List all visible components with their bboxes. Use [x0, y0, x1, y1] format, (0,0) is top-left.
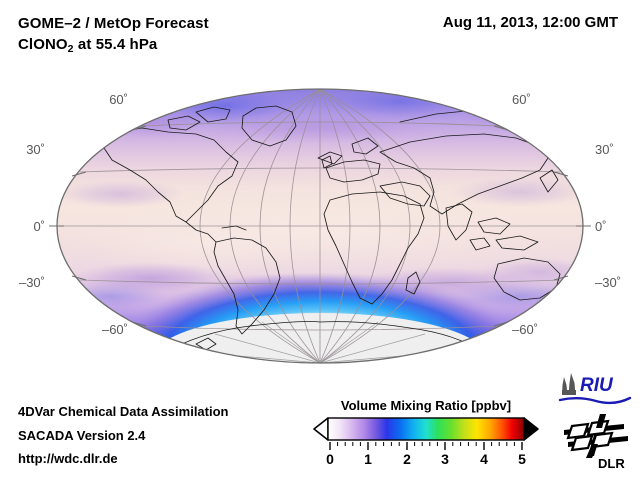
colorbar-tick-2: 2 [403, 451, 411, 467]
cathedral-spires-icon [562, 373, 576, 395]
colorbar-block: Volume Mixing Ratio [ppbv] [312, 398, 540, 468]
colorbar-tick-1: 1 [364, 451, 372, 467]
map-data-field [57, 89, 583, 363]
lat-label-right-m60: –60˚ [512, 322, 538, 337]
riu-logo-graphic: RIU [558, 373, 632, 405]
lat-label-left-m30: –30˚ [19, 275, 45, 290]
colorbar-tick-5: 5 [518, 451, 526, 467]
world-map: 60˚ 30˚ 0˚ –30˚ –60˚ 60˚ 30˚ 0˚ –30˚ –60… [19, 88, 621, 364]
graticule [57, 89, 583, 363]
colorbar-ticks [329, 442, 523, 450]
website-url[interactable]: http://wdc.dlr.de [18, 451, 118, 467]
pressure-level-label: at 55.4 hPa [73, 35, 158, 53]
lat-tick-marks [49, 125, 591, 327]
dlr-mark-icon [564, 414, 628, 458]
colorbar: 0 1 2 3 4 5 [313, 417, 539, 467]
lat-label-right-m30: –30˚ [595, 275, 621, 290]
colorbar-gradient [327, 417, 525, 441]
page-subtitle: ClONO2 at 55.4 hPa [18, 35, 209, 56]
colorbar-tick-3: 3 [441, 451, 449, 467]
species-subscript: 2 [67, 42, 74, 55]
dlr-wordmark: DLR [598, 456, 625, 470]
riu-logo: RIU [556, 372, 634, 411]
lat-label-left-60: 60˚ [109, 92, 128, 107]
method-label: 4DVar Chemical Data Assimilation [18, 404, 229, 419]
colorbar-right-arrow [523, 417, 539, 441]
lat-label-left-30: 30˚ [26, 142, 45, 157]
species-label: ClONO [18, 35, 68, 53]
map-panel: 60˚ 30˚ 0˚ –30˚ –60˚ 60˚ 30˚ 0˚ –30˚ –60… [0, 82, 640, 382]
riu-wordmark: RIU [580, 375, 614, 396]
page-title: GOME–2 / MetOp Forecast [18, 15, 209, 32]
date-stamp: Aug 11, 2013, 12:00 GMT [442, 14, 618, 31]
colorbar-tick-labels: 0 1 2 3 4 5 [326, 451, 526, 467]
dlr-logo: DLR [562, 414, 634, 475]
dlr-logo-graphic: DLR [564, 414, 628, 471]
footer-text-block: 4DVar Chemical Data Assimilation SACADA … [18, 400, 229, 471]
colorbar-title: Volume Mixing Ratio [ppbv] [340, 398, 512, 413]
colorbar-tick-4: 4 [480, 451, 488, 467]
lat-label-right-60: 60˚ [512, 92, 531, 107]
colorbar-left-arrow [313, 417, 329, 441]
title-block: GOME–2 / MetOp Forecast ClONO2 at 55.4 h… [18, 14, 209, 55]
colorbar-tick-0: 0 [326, 451, 334, 467]
lat-label-right-30: 30˚ [595, 142, 614, 157]
riu-wave-icon [558, 396, 632, 405]
lat-label-right-0: 0˚ [595, 219, 607, 234]
lat-label-left-0: 0˚ [33, 219, 45, 234]
version-label: SACADA Version 2.4 [18, 427, 146, 443]
lat-label-left-m60: –60˚ [102, 322, 128, 337]
lat-labels: 60˚ 30˚ 0˚ –30˚ –60˚ 60˚ 30˚ 0˚ –30˚ –60… [19, 92, 621, 337]
